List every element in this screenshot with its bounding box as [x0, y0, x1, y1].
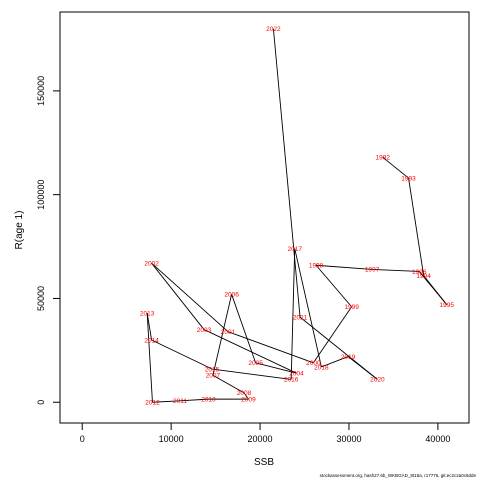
point-year-label: 1996	[412, 269, 427, 276]
y-tick-label: 150000	[36, 76, 46, 106]
series-segment	[211, 368, 292, 380]
x-axis: 0 10000 20000 30000 40000	[80, 422, 450, 444]
point-year-label: 2000	[306, 360, 321, 367]
point-year-label: 2012	[145, 400, 160, 407]
series-segment	[316, 264, 373, 270]
x-axis-title: SSB	[254, 457, 274, 468]
series-segment	[294, 248, 322, 368]
point-year-label: 2007	[206, 373, 221, 380]
point-year-label: 2010	[201, 396, 216, 403]
y-axis-title: R(age 1)	[14, 211, 25, 250]
series-segment	[152, 400, 181, 403]
point-year-label: 1998	[309, 263, 324, 270]
series-segment	[382, 156, 409, 179]
point-year-label: 2022	[266, 26, 281, 33]
point-year-label: 2011	[173, 398, 187, 405]
y-tick-label: 100000	[36, 180, 46, 210]
x-tick-label: 30000	[336, 434, 361, 444]
x-tick-label: 40000	[425, 434, 450, 444]
point-year-label: 2020	[370, 377, 385, 384]
point-year-label: 2013	[140, 310, 155, 317]
point-year-label: 2021	[293, 314, 308, 321]
series-segment	[151, 262, 205, 330]
point-year-label: 1999	[344, 304, 359, 311]
point-year-label: 1997	[365, 267, 380, 274]
series-segment	[146, 312, 153, 341]
plot-frame	[59, 11, 470, 424]
point-year-label: 1993	[401, 175, 416, 182]
y-tick-label: 0	[36, 400, 46, 405]
point-year-label: 2005	[248, 360, 263, 367]
series-segment	[146, 312, 153, 403]
series-segment	[299, 316, 378, 380]
series-segment	[212, 374, 245, 394]
series-segment	[255, 362, 297, 374]
point-year-label: 2009	[241, 396, 256, 403]
point-year-label: 2014	[144, 337, 159, 344]
point-year-label: 2008	[237, 390, 252, 397]
series-segment	[272, 28, 301, 318]
year-labels: 1992 1993 1994 1995 1996 1997 1998 1999 2000 2001…	[140, 26, 454, 407]
point-year-label: 2002	[144, 260, 159, 267]
series-segment	[180, 398, 209, 402]
series-segment	[151, 262, 229, 333]
series-segment	[408, 177, 425, 276]
series-segment	[290, 248, 296, 380]
point-year-label: 2018	[314, 364, 329, 371]
series-segment	[313, 306, 353, 364]
point-year-label: 1992	[376, 155, 391, 162]
point-year-label: 2017	[287, 246, 302, 253]
point-year-label: 2016	[284, 377, 299, 384]
series-segment	[315, 264, 352, 308]
x-tick-label: 0	[80, 434, 85, 444]
series-lines	[146, 28, 448, 403]
series-segment	[321, 356, 349, 368]
series-segment	[227, 331, 314, 364]
point-year-label: 2019	[341, 354, 356, 361]
series-segment	[203, 329, 297, 374]
series-segment	[243, 392, 249, 400]
point-year-label: 2006	[224, 292, 239, 299]
series-segment	[212, 294, 233, 376]
point-year-label: 1995	[440, 302, 455, 309]
series-segment	[231, 294, 257, 363]
point-year-label: 2004	[289, 370, 304, 377]
point-year-label: 2003	[197, 327, 212, 334]
x-tick-label: 10000	[159, 434, 184, 444]
point-year-label: 2001	[221, 329, 236, 336]
series-segment	[372, 268, 420, 272]
footer-text: stockassessment.org, hash27.6b_WKBGAD_8t…	[320, 473, 477, 478]
y-axis: 0 50000 100000 150000	[36, 76, 61, 405]
series-segment	[151, 339, 213, 370]
point-year-label: 1994	[416, 273, 431, 280]
point-year-label: 2015	[205, 366, 220, 373]
x-tick-label: 20000	[248, 434, 273, 444]
y-tick-label: 50000	[36, 286, 46, 311]
series-segment	[418, 271, 448, 305]
